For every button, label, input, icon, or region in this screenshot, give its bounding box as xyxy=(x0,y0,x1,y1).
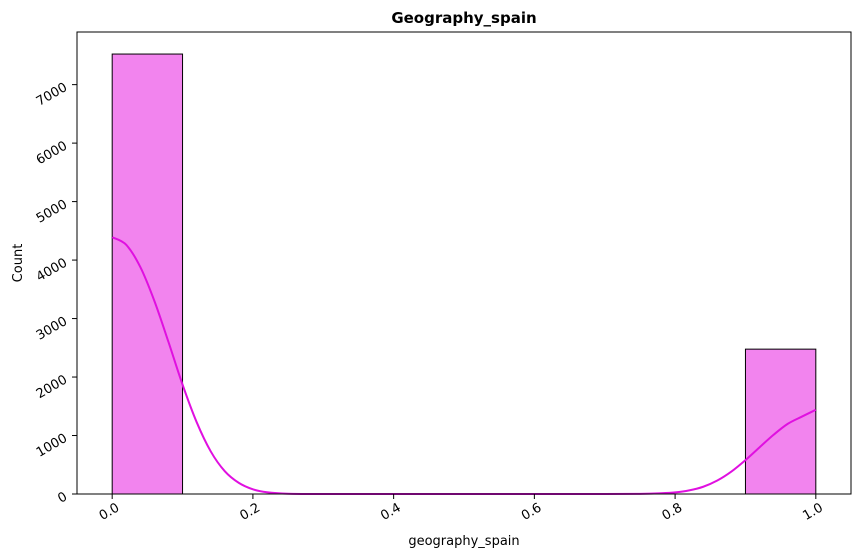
x-tick-label: 0.8 xyxy=(660,500,685,523)
y-tick-label: 3000 xyxy=(34,314,70,344)
y-axis-label: Count xyxy=(11,244,26,283)
x-axis-ticks: 0.0 0.2 0.4 0.6 0.8 1.0 xyxy=(97,494,826,524)
y-tick-label: 2000 xyxy=(34,373,70,403)
x-tick-label: 0.6 xyxy=(519,500,544,523)
y-tick-label: 4000 xyxy=(34,256,70,286)
histogram-bar xyxy=(111,53,184,495)
x-tick-label: 0.4 xyxy=(378,500,403,523)
histogram-bar xyxy=(744,348,817,495)
plot-frame xyxy=(76,31,852,495)
y-tick-label: 7000 xyxy=(34,80,70,110)
y-tick-label: 0 xyxy=(55,489,70,506)
x-tick-label: 0.0 xyxy=(97,500,122,523)
y-axis-ticks: 0 1000 2000 3000 4000 5000 6000 7000 xyxy=(34,80,77,507)
x-tick-label: 0.2 xyxy=(237,500,262,523)
bars-group xyxy=(111,53,817,495)
y-tick-label: 1000 xyxy=(34,431,70,461)
y-tick-label: 5000 xyxy=(34,197,70,227)
x-tick-label: 1.0 xyxy=(800,500,825,523)
y-tick-label: 6000 xyxy=(34,139,70,169)
x-axis-label: geography_spain xyxy=(408,534,519,549)
kde-curve xyxy=(111,236,817,496)
chart-title: Geography_spain xyxy=(391,9,536,27)
